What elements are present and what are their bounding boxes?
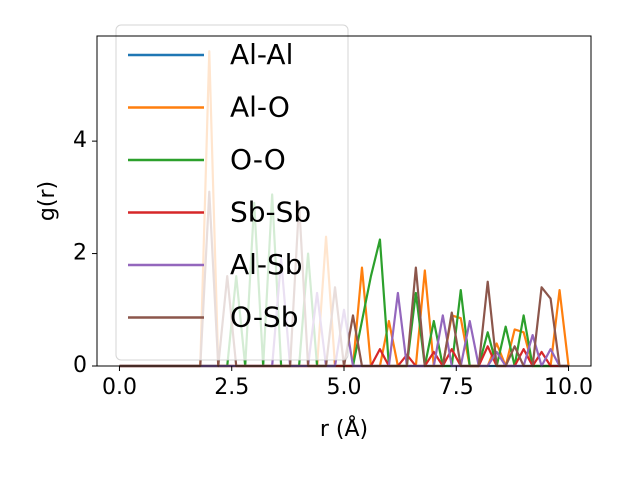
legend-label: Al-Sb <box>230 248 303 281</box>
y-tick-label: 0 <box>73 353 87 378</box>
x-tick-label: 0.0 <box>102 375 137 400</box>
x-axis-label: r (Å) <box>320 415 368 442</box>
y-axis-label: g(r) <box>35 181 60 221</box>
y-tick-label: 4 <box>73 128 87 153</box>
legend-label: Al-O <box>230 91 290 124</box>
legend-label: Al-Al <box>230 38 293 71</box>
legend-label: O-Sb <box>230 301 298 334</box>
x-tick-label: 10.0 <box>544 375 593 400</box>
y-tick-label: 2 <box>73 241 87 266</box>
x-tick-label: 5.0 <box>327 375 362 400</box>
legend-label: Sb-Sb <box>230 196 311 229</box>
x-tick-label: 2.5 <box>214 375 249 400</box>
legend-label: O-O <box>230 143 286 176</box>
x-tick-label: 7.5 <box>439 375 474 400</box>
